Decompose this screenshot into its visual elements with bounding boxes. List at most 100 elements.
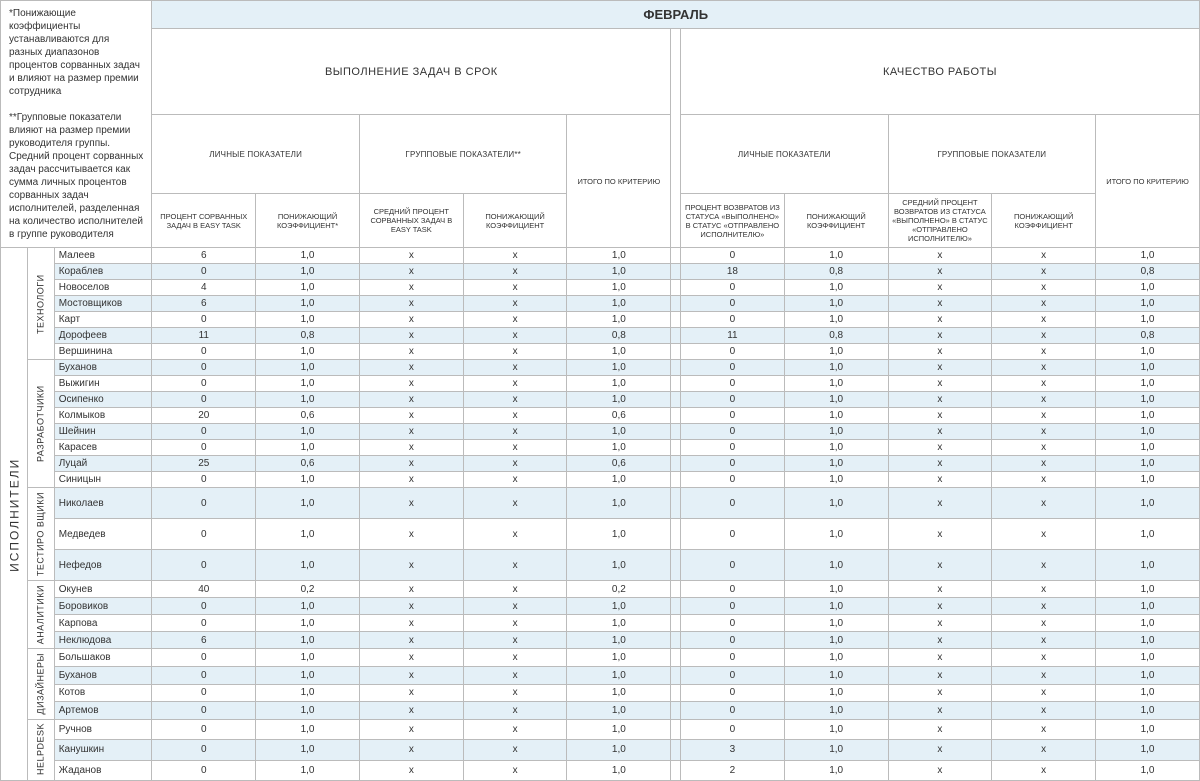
value-cell: 1,0 xyxy=(256,684,360,702)
employee-name: Большаков xyxy=(54,649,152,667)
value-cell: 0 xyxy=(681,598,785,615)
value-cell: x xyxy=(888,360,992,376)
separator-cell xyxy=(671,519,681,550)
value-cell: 0 xyxy=(681,280,785,296)
table-row: Буханов01,0xx1,001,0xx1,0 xyxy=(1,666,1200,684)
value-cell: x xyxy=(992,666,1096,684)
value-cell: x xyxy=(463,581,567,598)
value-cell: 11 xyxy=(681,328,785,344)
value-cell: 0 xyxy=(681,615,785,632)
table-header: *Понижающие коэффициенты устанавливаются… xyxy=(1,1,1200,248)
value-cell: 6 xyxy=(152,296,256,312)
value-cell: x xyxy=(992,550,1096,581)
value-cell: 0 xyxy=(152,519,256,550)
value-cell: 0,8 xyxy=(784,264,888,280)
value-cell: 1,0 xyxy=(567,344,671,360)
value-cell: 0 xyxy=(681,719,785,739)
value-cell: 1,0 xyxy=(1096,740,1200,760)
value-cell: x xyxy=(888,280,992,296)
col-2: ПОНИЖАЮЩИЙ КОЭФФИЦИЕНТ* xyxy=(256,194,360,248)
value-cell: 3 xyxy=(681,740,785,760)
table-body: ИСПОЛНИТЕЛИТЕХНОЛОГИМалеев61,0xx1,001,0x… xyxy=(1,248,1200,781)
value-cell: x xyxy=(992,440,1096,456)
value-cell: 1,0 xyxy=(256,740,360,760)
value-cell: 1,0 xyxy=(1096,344,1200,360)
value-cell: 1,0 xyxy=(567,740,671,760)
value-cell: 0 xyxy=(152,344,256,360)
group-label: РАЗРАБОТЧИКИ xyxy=(27,360,54,488)
value-cell: 0 xyxy=(152,740,256,760)
value-cell: x xyxy=(888,328,992,344)
value-cell: 1,0 xyxy=(567,376,671,392)
value-cell: 0 xyxy=(152,440,256,456)
value-cell: 0 xyxy=(152,392,256,408)
separator-cell xyxy=(671,598,681,615)
separator-cell xyxy=(671,684,681,702)
value-cell: 0 xyxy=(152,550,256,581)
table-row: Карпова01,0xx1,001,0xx1,0 xyxy=(1,615,1200,632)
value-cell: 1,0 xyxy=(784,550,888,581)
value-cell: 1,0 xyxy=(567,296,671,312)
value-cell: x xyxy=(888,424,992,440)
value-cell: 1,0 xyxy=(1096,615,1200,632)
value-cell: 1,0 xyxy=(256,280,360,296)
value-cell: 0,8 xyxy=(567,328,671,344)
value-cell: x xyxy=(888,408,992,424)
value-cell: 0,6 xyxy=(567,456,671,472)
sub-personal-1: ЛИЧНЫЕ ПОКАЗАТЕЛИ xyxy=(152,115,360,194)
employee-name: Дорофеев xyxy=(54,328,152,344)
value-cell: x xyxy=(463,328,567,344)
separator-cell xyxy=(671,702,681,720)
value-cell: 1,0 xyxy=(1096,280,1200,296)
value-cell: x xyxy=(359,296,463,312)
value-cell: 1,0 xyxy=(784,598,888,615)
value-cell: 6 xyxy=(152,248,256,264)
value-cell: 0,8 xyxy=(256,328,360,344)
value-cell: x xyxy=(992,312,1096,328)
value-cell: 1,0 xyxy=(256,296,360,312)
value-cell: 1,0 xyxy=(567,312,671,328)
value-cell: x xyxy=(359,328,463,344)
employee-name: Карасев xyxy=(54,440,152,456)
value-cell: x xyxy=(992,615,1096,632)
value-cell: 0 xyxy=(681,376,785,392)
separator-cell xyxy=(671,666,681,684)
value-cell: 1,0 xyxy=(256,702,360,720)
value-cell: x xyxy=(463,666,567,684)
value-cell: 1,0 xyxy=(1096,392,1200,408)
employee-name: Нефедов xyxy=(54,550,152,581)
value-cell: x xyxy=(463,440,567,456)
value-cell: x xyxy=(888,296,992,312)
value-cell: 1,0 xyxy=(784,615,888,632)
value-cell: 1,0 xyxy=(1096,519,1200,550)
value-cell: 1,0 xyxy=(256,376,360,392)
value-cell: x xyxy=(463,719,567,739)
separator-cell xyxy=(671,740,681,760)
value-cell: 0 xyxy=(681,408,785,424)
value-cell: x xyxy=(359,264,463,280)
value-cell: 1,0 xyxy=(1096,719,1200,739)
month-header: ФЕВРАЛЬ xyxy=(152,1,1200,29)
value-cell: 1,0 xyxy=(784,392,888,408)
value-cell: x xyxy=(992,360,1096,376)
value-cell: x xyxy=(359,440,463,456)
separator-cell xyxy=(671,280,681,296)
table-row: Колмыков200,6xx0,601,0xx1,0 xyxy=(1,408,1200,424)
col-7: ПОНИЖАЮЩИЙ КОЭФФИЦИЕНТ xyxy=(784,194,888,248)
value-cell: x xyxy=(359,760,463,780)
value-cell: x xyxy=(463,615,567,632)
value-cell: 1,0 xyxy=(1096,440,1200,456)
table-row: Карт01,0xx1,001,0xx1,0 xyxy=(1,312,1200,328)
employee-name: Котов xyxy=(54,684,152,702)
value-cell: 1,0 xyxy=(784,408,888,424)
value-cell: 1,0 xyxy=(1096,376,1200,392)
employee-name: Вершинина xyxy=(54,344,152,360)
value-cell: x xyxy=(463,264,567,280)
value-cell: x xyxy=(888,666,992,684)
separator-cell xyxy=(671,550,681,581)
separator-cell xyxy=(671,632,681,649)
value-cell: 1,0 xyxy=(567,488,671,519)
value-cell: 1,0 xyxy=(567,702,671,720)
value-cell: x xyxy=(359,472,463,488)
value-cell: x xyxy=(359,684,463,702)
